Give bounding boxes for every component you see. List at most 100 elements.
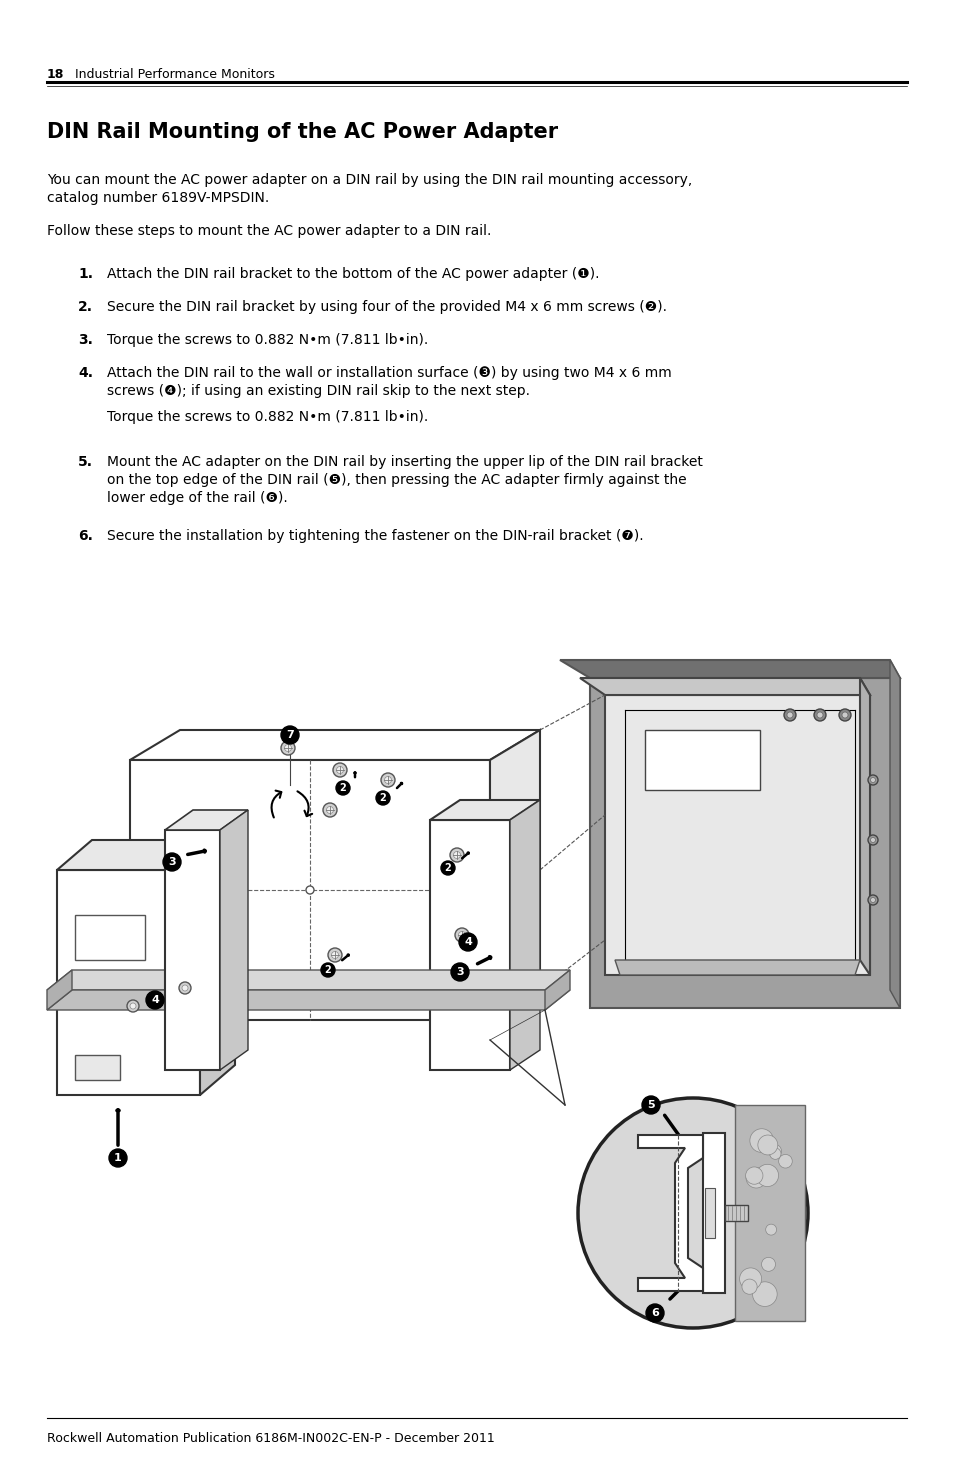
Polygon shape	[57, 839, 234, 870]
Text: 2: 2	[324, 965, 331, 975]
Text: Attach the DIN rail bracket to the bottom of the AC power adapter (❶).: Attach the DIN rail bracket to the botto…	[107, 267, 598, 282]
Polygon shape	[734, 1105, 804, 1322]
Circle shape	[323, 802, 336, 817]
Circle shape	[320, 963, 335, 976]
Circle shape	[752, 1282, 777, 1307]
Circle shape	[760, 1257, 775, 1271]
Polygon shape	[47, 971, 71, 1010]
Text: 2: 2	[444, 863, 451, 873]
Text: Follow these steps to mount the AC power adapter to a DIN rail.: Follow these steps to mount the AC power…	[47, 224, 491, 237]
Text: lower edge of the rail (❻).: lower edge of the rail (❻).	[107, 491, 288, 504]
Circle shape	[453, 851, 460, 858]
Circle shape	[769, 1148, 781, 1159]
Polygon shape	[430, 820, 510, 1069]
Polygon shape	[859, 678, 869, 975]
Text: Mount the AC adapter on the DIN rail by inserting the upper lip of the DIN rail : Mount the AC adapter on the DIN rail by …	[107, 454, 702, 469]
Circle shape	[756, 1164, 778, 1186]
Circle shape	[783, 709, 795, 721]
Text: 7: 7	[286, 730, 294, 740]
Polygon shape	[490, 730, 539, 1021]
Polygon shape	[57, 870, 200, 1094]
Polygon shape	[200, 839, 234, 1094]
Circle shape	[765, 1224, 776, 1235]
Text: DIN Rail Mounting of the AC Power Adapter: DIN Rail Mounting of the AC Power Adapte…	[47, 122, 558, 142]
Text: 3: 3	[168, 857, 175, 867]
Circle shape	[182, 985, 188, 991]
Polygon shape	[75, 1055, 120, 1080]
Circle shape	[749, 1128, 773, 1152]
Circle shape	[451, 963, 469, 981]
Circle shape	[869, 838, 875, 842]
Circle shape	[767, 1145, 781, 1158]
Text: 3.: 3.	[78, 333, 92, 347]
Circle shape	[109, 1149, 127, 1167]
Circle shape	[838, 709, 850, 721]
Circle shape	[869, 897, 875, 903]
Circle shape	[179, 982, 191, 994]
Polygon shape	[220, 810, 248, 1069]
Circle shape	[333, 763, 347, 777]
Text: Torque the screws to 0.882 N•m (7.811 lb•in).: Torque the screws to 0.882 N•m (7.811 lb…	[107, 333, 428, 347]
Polygon shape	[704, 1187, 714, 1238]
Polygon shape	[638, 1134, 702, 1291]
Text: Secure the installation by tightening the fastener on the DIN-rail bracket (❼).: Secure the installation by tightening th…	[107, 530, 643, 543]
Circle shape	[384, 776, 391, 783]
Circle shape	[867, 835, 877, 845]
Text: Industrial Performance Monitors: Industrial Performance Monitors	[75, 68, 274, 81]
Text: 4: 4	[463, 937, 472, 947]
Circle shape	[867, 774, 877, 785]
Polygon shape	[589, 678, 899, 1007]
Text: Attach the DIN rail to the wall or installation surface (❸) by using two M4 x 6 : Attach the DIN rail to the wall or insta…	[107, 366, 671, 381]
Text: 6: 6	[650, 1308, 659, 1319]
Text: You can mount the AC power adapter on a DIN rail by using the DIN rail mounting : You can mount the AC power adapter on a …	[47, 173, 692, 187]
Text: 5.: 5.	[78, 454, 92, 469]
Circle shape	[745, 1167, 762, 1184]
Polygon shape	[510, 799, 539, 1069]
Polygon shape	[615, 960, 859, 975]
Circle shape	[869, 777, 875, 783]
Polygon shape	[165, 810, 248, 830]
Circle shape	[380, 773, 395, 788]
Polygon shape	[644, 730, 760, 791]
Text: 18: 18	[47, 68, 64, 81]
Circle shape	[335, 780, 350, 795]
Text: on the top edge of the DIN rail (❺), then pressing the AC adapter firmly against: on the top edge of the DIN rail (❺), the…	[107, 473, 686, 487]
Polygon shape	[559, 659, 899, 679]
Circle shape	[786, 712, 792, 718]
Text: 4: 4	[151, 996, 159, 1004]
Circle shape	[440, 861, 455, 875]
Circle shape	[281, 740, 294, 755]
Circle shape	[645, 1304, 663, 1322]
Circle shape	[127, 1000, 139, 1012]
Text: Secure the DIN rail bracket by using four of the provided M4 x 6 mm screws (❷).: Secure the DIN rail bracket by using fou…	[107, 299, 666, 314]
Circle shape	[163, 853, 181, 872]
Circle shape	[146, 991, 164, 1009]
Polygon shape	[889, 659, 899, 1007]
Circle shape	[284, 745, 292, 751]
Polygon shape	[47, 971, 569, 990]
Polygon shape	[130, 730, 539, 760]
Circle shape	[458, 932, 465, 938]
Text: 2.: 2.	[78, 299, 92, 314]
Polygon shape	[130, 760, 490, 1021]
Circle shape	[841, 712, 847, 718]
Circle shape	[641, 1096, 659, 1114]
Text: 1.: 1.	[78, 267, 92, 282]
Circle shape	[816, 712, 822, 718]
Polygon shape	[165, 830, 220, 1069]
Text: 2: 2	[379, 794, 386, 802]
Polygon shape	[544, 971, 569, 1010]
Text: 3: 3	[456, 968, 463, 976]
Text: Rockwell Automation Publication 6186M-IN002C-EN-P - December 2011: Rockwell Automation Publication 6186M-IN…	[47, 1432, 495, 1446]
Circle shape	[741, 1279, 757, 1294]
Circle shape	[306, 886, 314, 894]
Polygon shape	[724, 1205, 747, 1221]
Text: 4.: 4.	[78, 366, 92, 381]
Circle shape	[867, 895, 877, 906]
Circle shape	[328, 948, 341, 962]
Circle shape	[739, 1268, 760, 1291]
Circle shape	[130, 1003, 136, 1009]
Circle shape	[455, 928, 469, 943]
Circle shape	[450, 848, 463, 861]
Circle shape	[458, 934, 476, 951]
